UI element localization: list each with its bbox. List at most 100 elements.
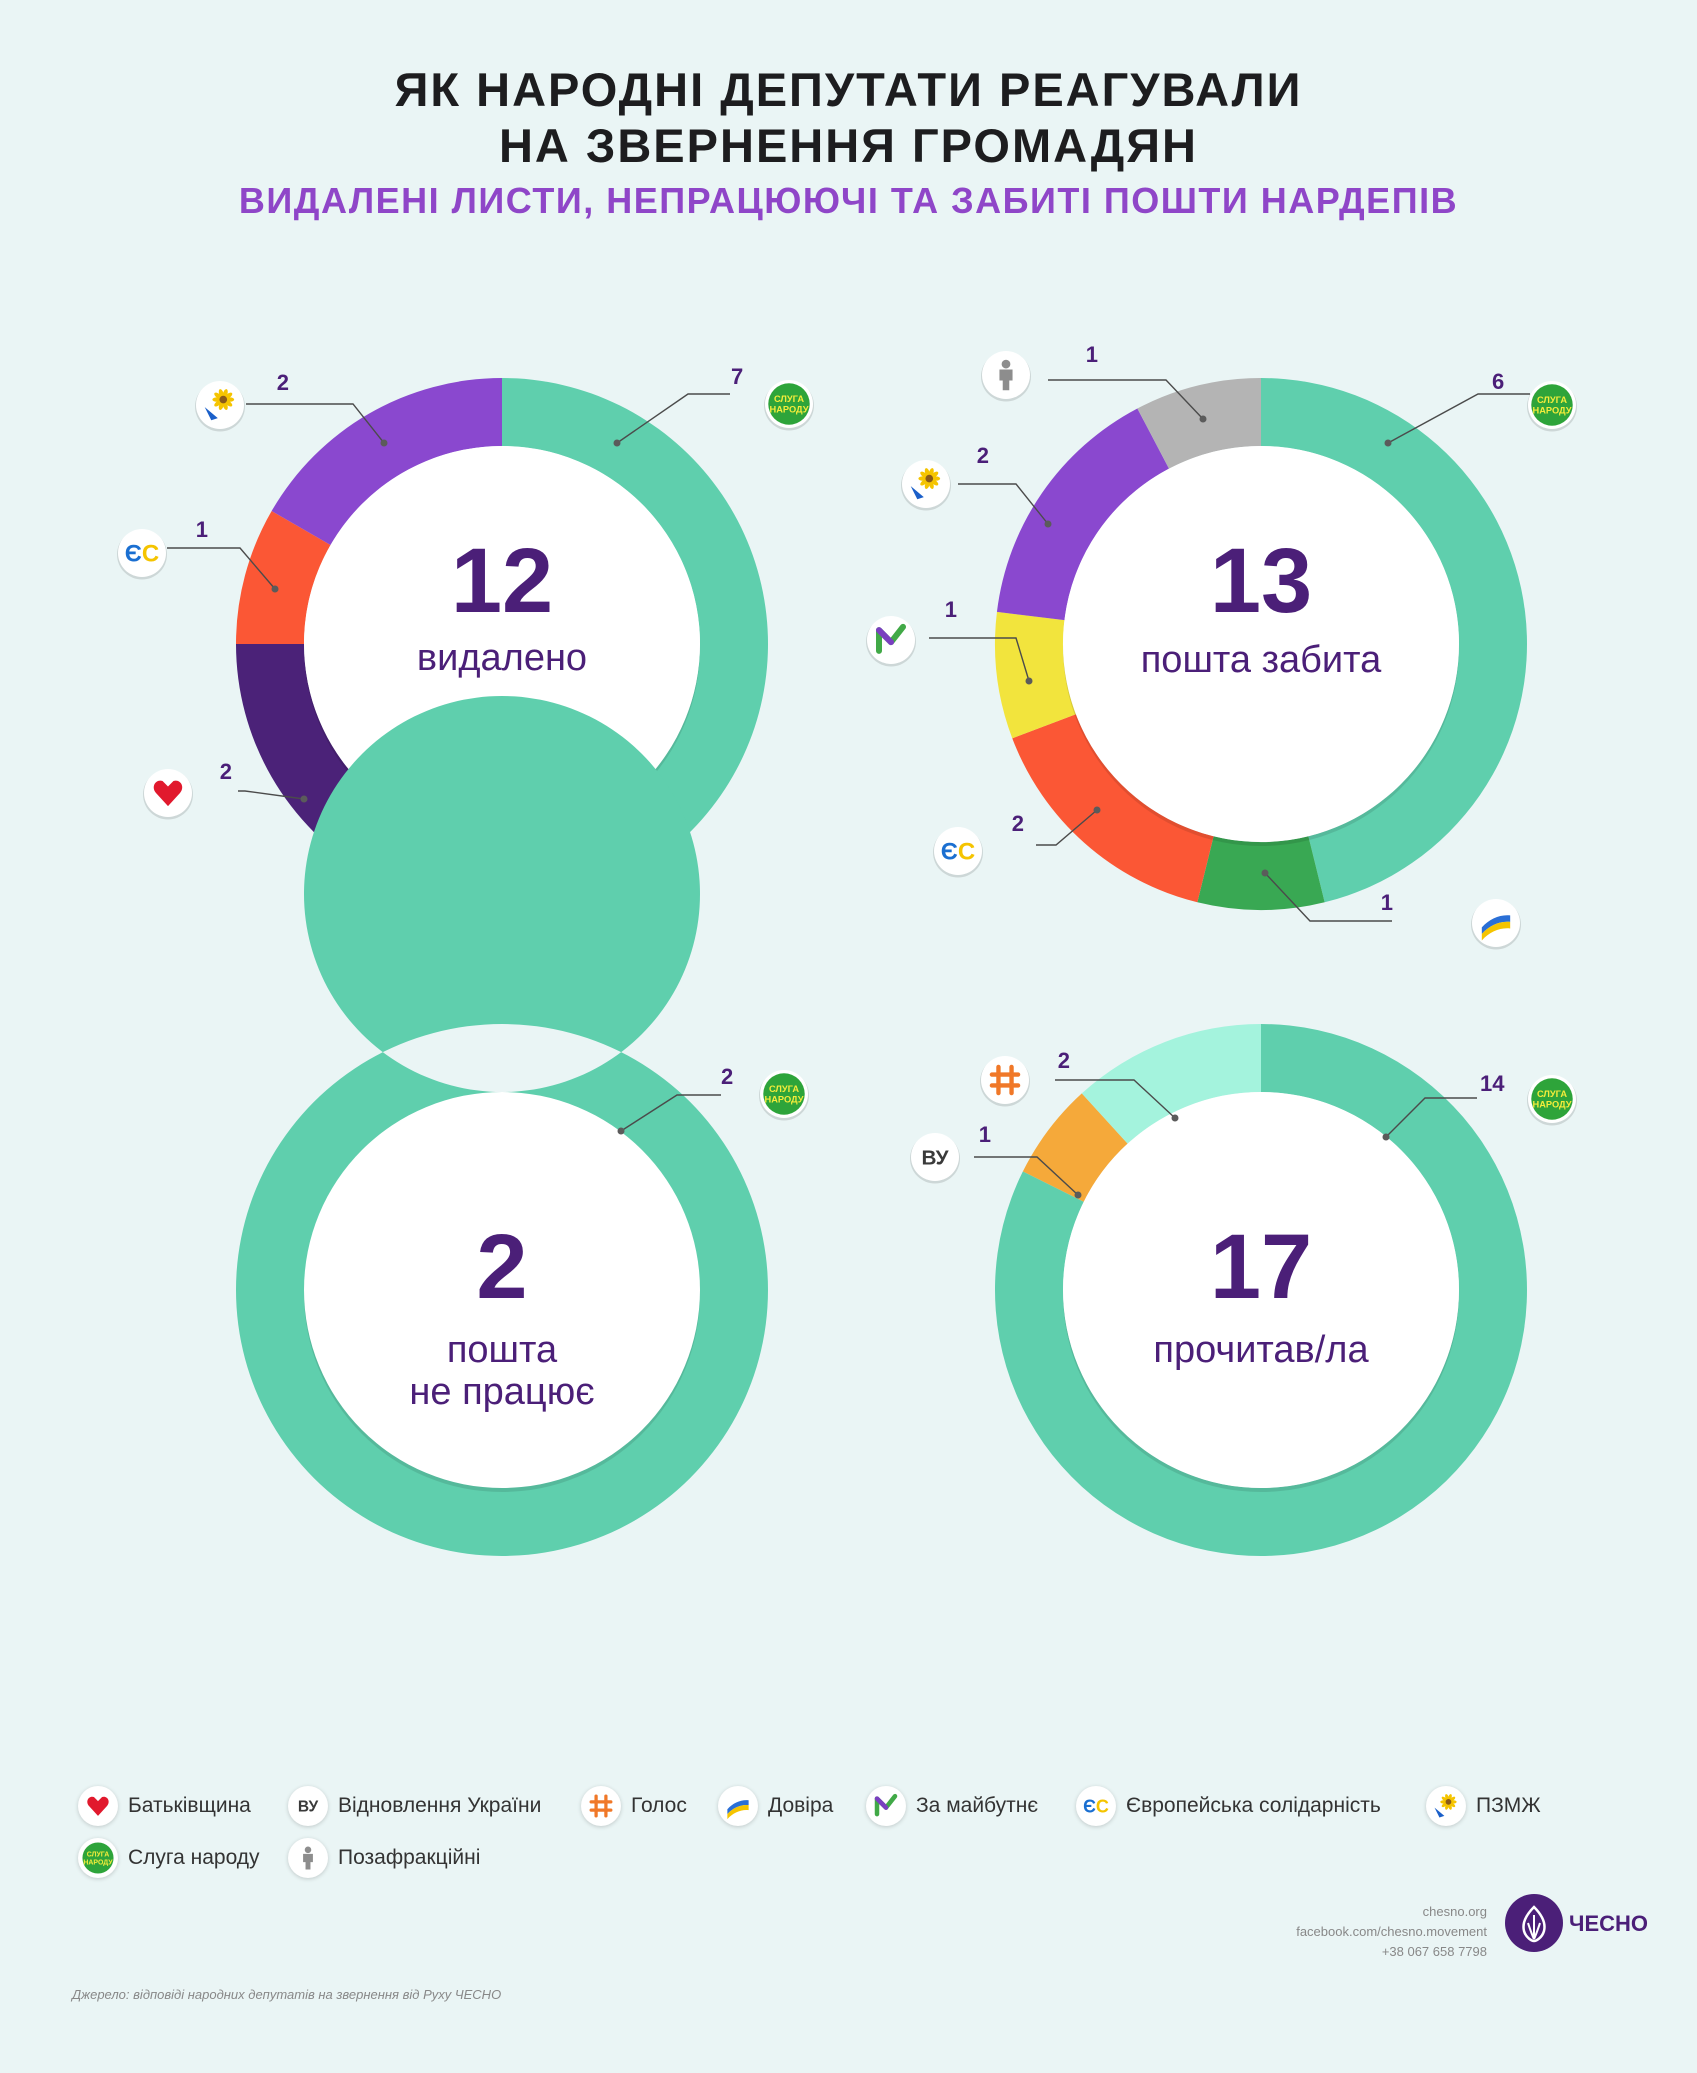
donut-1-leader-dot-es <box>271 585 279 593</box>
donut-1-annotation-batk: 2 <box>143 759 308 820</box>
donut-2-annotation-es: 2 ЄС <box>933 806 1101 878</box>
donut-2-annotation-dovira: 1 <box>1261 869 1521 950</box>
contact-facebook[interactable]: facebook.com/chesno.movement <box>1296 1924 1487 1939</box>
legend-label-pzmzh: ПЗМЖ <box>1476 1794 1541 1817</box>
svg-text:НАРОДУ: НАРОДУ <box>769 405 808 415</box>
donut-1-value-es: 1 <box>196 517 208 542</box>
donut-1-annotation-pzmzh: 2 <box>195 370 388 447</box>
donut-4-annotation-vu: 1 ВУ <box>910 1122 1082 1199</box>
pzmzh-icon <box>204 389 235 421</box>
donut-1-leader-batk <box>238 790 305 800</box>
donut-1-annotation-es: 1 ЄС <box>117 517 279 593</box>
donut-4-total: 17 <box>1210 1216 1312 1318</box>
donut-2-leader-es <box>1036 809 1098 846</box>
donut-2-badge-maibutne <box>866 616 916 667</box>
legend-item-pozaf: Позафракційні <box>288 1838 480 1878</box>
vu-icon: ВУ <box>921 1147 949 1170</box>
donut-4-leader-holos <box>1055 1079 1176 1119</box>
pzmzh-legend-icon <box>1426 1786 1466 1826</box>
svg-text:НАРОДУ: НАРОДУ <box>764 1095 803 1105</box>
donut-4-value-sluga: 14 <box>1480 1071 1505 1096</box>
donut-1-leader-dot-pzmzh <box>380 439 388 447</box>
donut-3-leader-sluga <box>620 1094 721 1132</box>
donut-2-value-es: 2 <box>1012 811 1024 836</box>
donut-4-badge-holos <box>980 1056 1030 1107</box>
donut-4-value-holos: 2 <box>1058 1048 1070 1073</box>
es-legend-icon: ЄС <box>1076 1786 1116 1826</box>
donut-2-leader-sluga <box>1387 393 1530 444</box>
donut-4-leader-dot-vu <box>1074 1191 1082 1199</box>
svg-text:ВУ: ВУ <box>298 1799 319 1816</box>
donut-2-annotation-maibutne: 1 <box>866 597 1033 685</box>
donut-2-badge-es: ЄС <box>933 827 983 878</box>
pozaf-icon <box>999 359 1013 391</box>
svg-text:ЄС: ЄС <box>125 541 159 568</box>
donut-2-badge-pozaf <box>981 351 1031 402</box>
maibutne-icon <box>874 1793 898 1817</box>
pzmzh-icon <box>910 468 941 500</box>
legend-label-maibutne: За майбутнє <box>916 1794 1039 1817</box>
chesno-logo-text: ЧЕСНО <box>1569 1911 1649 1936</box>
legend-item-sluga: СЛУГА НАРОДУ Слуга народу <box>78 1838 260 1878</box>
donut-2-total: 13 <box>1210 530 1312 632</box>
legend-item-vu: ВУ Відновлення України <box>288 1786 541 1826</box>
pozaf-legend-icon <box>288 1838 328 1878</box>
holos-icon <box>989 1064 1021 1096</box>
donut-2-label-line-1: пошта забита <box>1141 639 1382 681</box>
donut-4-slice-holos <box>1081 1024 1261 1144</box>
es-icon: ЄС <box>1083 1797 1109 1817</box>
holos-legend-icon <box>581 1786 621 1826</box>
donut-3-value-sluga: 2 <box>721 1064 733 1089</box>
legend-label-dovira: Довіра <box>768 1794 834 1817</box>
es-icon: ЄС <box>125 541 159 568</box>
legend-item-dovira: Довіра <box>718 1786 833 1826</box>
chesno-logo-icon <box>1505 1894 1563 1952</box>
donut-3-total: 2 <box>476 1216 527 1318</box>
donut-4-badge-vu: ВУ <box>910 1133 960 1184</box>
svg-text:ВУ: ВУ <box>921 1147 949 1170</box>
donut-2-value-dovira: 1 <box>1381 890 1393 915</box>
donut-2-leader-pzmzh <box>958 483 1049 525</box>
maibutne-icon <box>875 623 907 654</box>
svg-text:ЄС: ЄС <box>1083 1797 1109 1817</box>
dovira-legend-icon <box>718 1786 758 1826</box>
donut-1-total: 12 <box>451 530 553 632</box>
maibutne-legend-icon <box>866 1786 906 1826</box>
svg-text:СЛУГА: СЛУГА <box>774 394 804 404</box>
donut-3-label-line-1: пошта <box>447 1329 558 1371</box>
donut-2-value-pozaf: 1 <box>1086 342 1098 367</box>
donut-1-leader-dot-batk <box>300 795 308 803</box>
svg-text:СЛУГА: СЛУГА <box>769 1084 799 1094</box>
donut-2-slice-dovira <box>1197 836 1325 911</box>
donut-1-badge-pzmzh <box>195 381 245 432</box>
donut-2-leader-dot-es <box>1093 806 1101 814</box>
donut-2-leader-maibutne <box>929 637 1030 682</box>
title-line-1: ЯК НАРОДНІ ДЕПУТАТИ РЕАГУВАЛИ <box>394 63 1303 116</box>
donut-2-slice-es <box>1012 714 1214 903</box>
donut-3-center <box>304 1092 700 1488</box>
donut-2-annotation-pozaf: 1 <box>981 342 1207 423</box>
batk-icon <box>87 1796 109 1816</box>
donut-2-annotation-pzmzh: 2 <box>901 443 1052 528</box>
donut-2-value-pzmzh: 2 <box>977 443 989 468</box>
subtitle: ВИДАЛЕНІ ЛИСТИ, НЕПРАЦЮЮЧІ ТА ЗАБИТІ ПОШ… <box>238 180 1459 221</box>
pozaf-icon <box>303 1846 313 1870</box>
donut-2-value-sluga: 6 <box>1492 369 1504 394</box>
donut-4-leader-vu <box>974 1156 1079 1196</box>
donut-2-leader-dovira <box>1264 872 1392 922</box>
svg-text:СЛУГА: СЛУГА <box>1537 395 1567 405</box>
svg-text:СЛУГА: СЛУГА <box>87 1851 110 1858</box>
contact-site[interactable]: chesno.org <box>1422 1904 1487 1919</box>
svg-text:ЄС: ЄС <box>941 839 975 866</box>
donut-2-leader-dot-maibutne <box>1025 677 1033 685</box>
legend-label-holos: Голос <box>631 1794 687 1817</box>
holos-icon <box>589 1794 613 1818</box>
batk-legend-icon <box>78 1786 118 1826</box>
